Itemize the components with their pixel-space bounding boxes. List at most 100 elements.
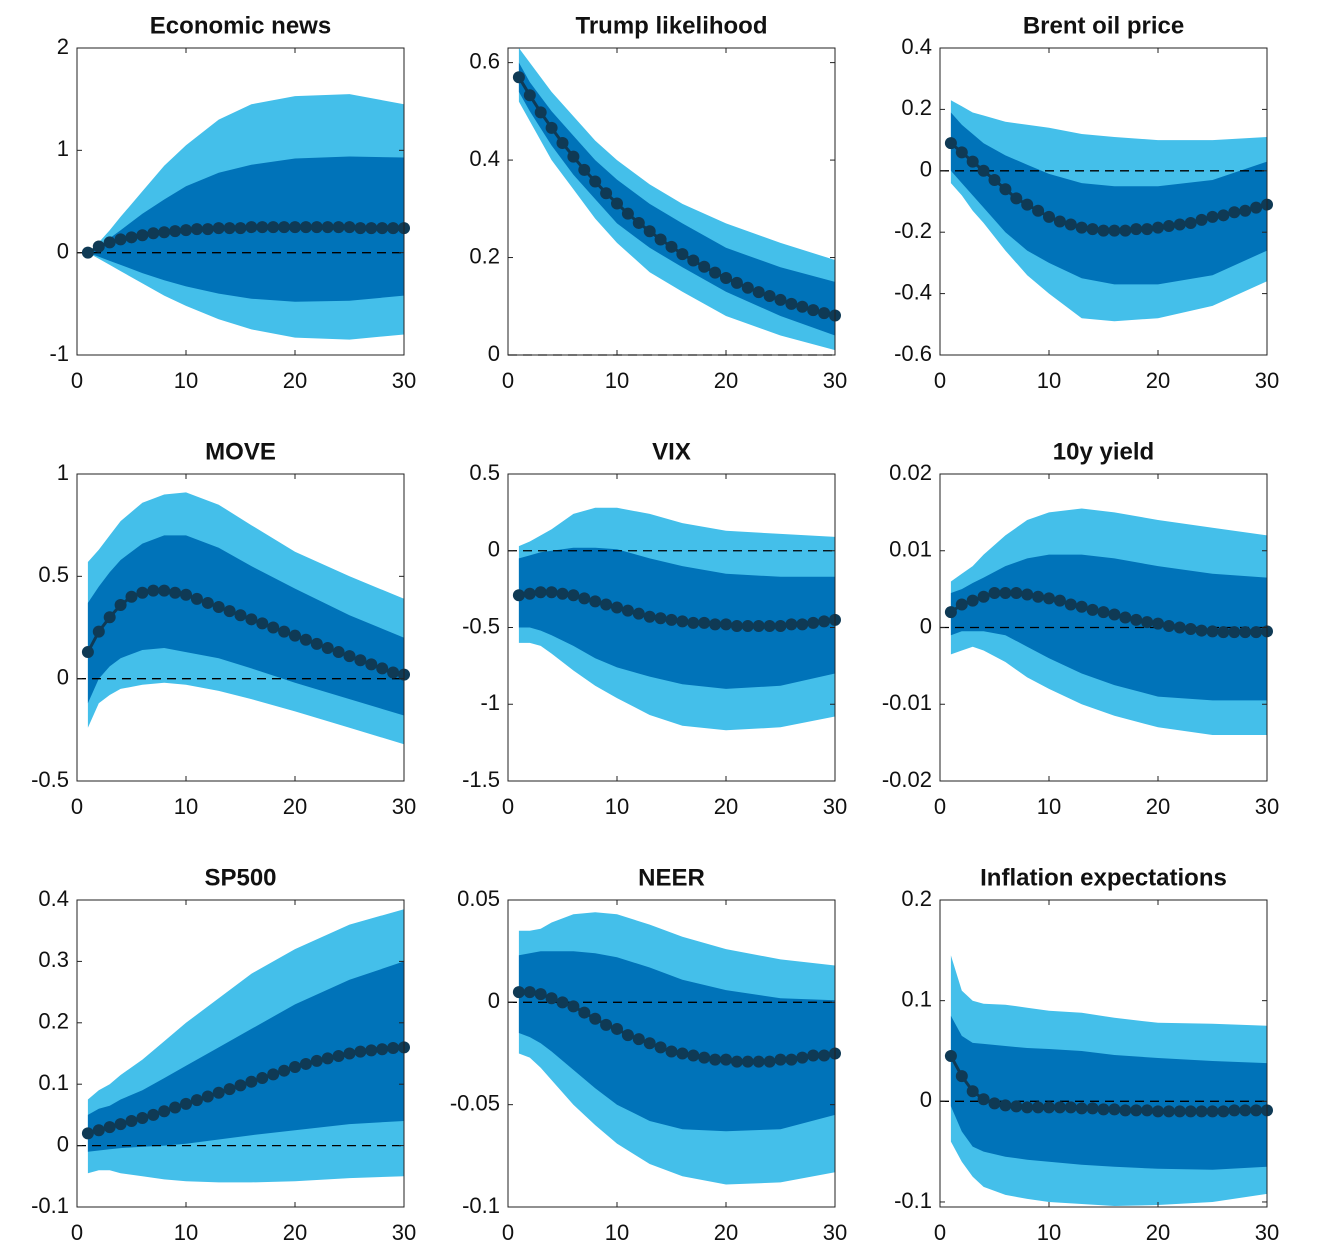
median-point — [1043, 592, 1055, 605]
median-point — [267, 621, 280, 634]
y-tick-label: 0 — [488, 341, 500, 366]
median-point — [1064, 218, 1077, 231]
median-point — [512, 71, 525, 84]
x-tick-label: 0 — [502, 1220, 514, 1245]
y-tick-label: 0 — [488, 988, 500, 1013]
median-point — [534, 106, 547, 119]
median-point — [763, 619, 776, 632]
median-point — [136, 229, 149, 242]
median-point — [774, 1053, 787, 1066]
median-point — [365, 1044, 378, 1057]
median-point — [103, 236, 116, 249]
median-point — [81, 246, 94, 259]
x-tick-label: 20 — [714, 1220, 738, 1245]
median-point — [1152, 1105, 1164, 1118]
median-point — [256, 1072, 269, 1085]
median-point — [632, 607, 645, 620]
median-point — [720, 272, 732, 285]
y-tick-label: 0.05 — [457, 886, 500, 911]
median-point — [1119, 611, 1132, 624]
median-point — [1173, 218, 1186, 231]
y-tick-label: 0 — [920, 1087, 932, 1112]
median-point — [1053, 215, 1066, 228]
y-tick-label: -1.5 — [462, 767, 500, 792]
median-point — [1217, 626, 1230, 639]
median-point — [289, 629, 301, 642]
x-tick-label: 20 — [1146, 368, 1170, 393]
x-tick-label: 0 — [934, 1220, 946, 1245]
median-point — [1064, 1101, 1077, 1114]
x-tick-label: 10 — [174, 1220, 198, 1245]
median-point — [709, 618, 722, 631]
median-point — [785, 1053, 798, 1066]
median-point — [534, 988, 547, 1001]
median-point — [1228, 626, 1241, 639]
median-point — [234, 222, 247, 235]
median-point — [1206, 1105, 1219, 1118]
median-point — [1228, 1104, 1241, 1117]
median-point — [1250, 201, 1263, 214]
median-point — [1195, 1105, 1208, 1118]
median-point — [1130, 613, 1143, 626]
x-tick-label: 30 — [392, 368, 416, 393]
x-tick-label: 20 — [714, 368, 738, 393]
median-point — [1250, 626, 1263, 639]
median-point — [556, 137, 569, 150]
median-point — [234, 609, 247, 622]
median-point — [158, 226, 171, 239]
median-point — [103, 611, 116, 624]
median-point — [545, 121, 558, 134]
median-point — [234, 1079, 247, 1092]
y-tick-label: 0.4 — [901, 34, 932, 59]
median-point — [807, 304, 820, 317]
median-point — [1152, 617, 1164, 630]
y-tick-label: -0.1 — [31, 1193, 69, 1218]
median-point — [1108, 608, 1121, 621]
median-point — [343, 1047, 356, 1060]
median-point — [621, 207, 634, 220]
band — [518, 62, 835, 336]
median-point — [966, 594, 979, 607]
median-point — [730, 276, 743, 289]
y-tick-label: 0.2 — [38, 1009, 69, 1034]
x-tick-label: 10 — [605, 1220, 629, 1245]
median-point — [1010, 1100, 1023, 1113]
band — [950, 112, 1267, 285]
y-tick-label: 1 — [57, 136, 69, 161]
median-point — [1108, 224, 1121, 237]
median-point — [136, 586, 149, 599]
y-tick-label: 0.6 — [469, 48, 500, 73]
median-point — [190, 592, 203, 605]
median-point — [332, 1049, 345, 1062]
median-point — [180, 588, 192, 601]
median-point — [1010, 192, 1023, 205]
x-tick-label: 30 — [1255, 1220, 1279, 1245]
y-tick-label: -0.05 — [450, 1090, 500, 1115]
median-point — [354, 222, 367, 235]
y-tick-label: 0 — [920, 613, 932, 638]
median-point — [310, 637, 323, 650]
panel-title: NEER — [638, 864, 705, 891]
median-point — [1250, 1104, 1263, 1117]
median-point — [1119, 1104, 1132, 1117]
median-point — [1239, 204, 1252, 217]
median-point — [245, 613, 258, 626]
median-point — [578, 592, 591, 605]
median-point — [169, 225, 182, 238]
panel-title: Brent oil price — [1023, 12, 1184, 39]
y-tick-label: 0.01 — [889, 537, 932, 562]
median-point — [1141, 223, 1154, 236]
median-point — [256, 221, 269, 234]
median-point — [1021, 198, 1034, 211]
median-point — [752, 286, 765, 299]
median-point — [796, 618, 809, 631]
panel-title: VIX — [652, 438, 691, 465]
median-point — [676, 615, 689, 628]
median-point — [1075, 221, 1088, 234]
median-point — [1239, 626, 1252, 639]
median-point — [643, 610, 656, 623]
median-point — [1021, 1101, 1034, 1114]
band — [518, 951, 835, 1132]
median-point — [1173, 621, 1186, 634]
median-point — [147, 227, 160, 240]
